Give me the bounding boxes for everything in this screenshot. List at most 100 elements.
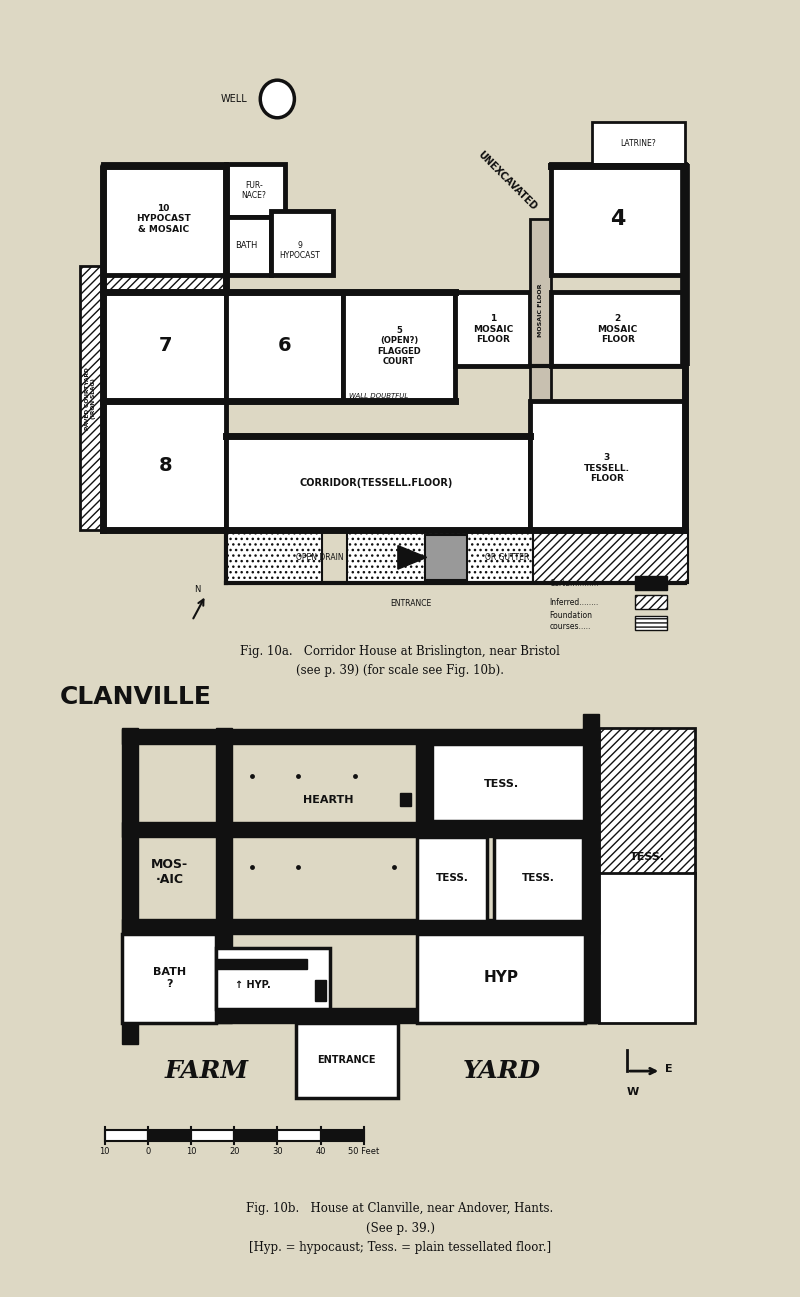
Bar: [226, 436, 530, 530]
Text: 6: 6: [278, 336, 292, 355]
Text: LATRINE?: LATRINE?: [620, 139, 656, 148]
Text: BATH: BATH: [235, 241, 258, 250]
Bar: [148, 1130, 191, 1141]
Text: MOSAIC FLOOR: MOSAIC FLOOR: [538, 284, 543, 337]
Text: N: N: [194, 585, 201, 594]
Bar: [271, 210, 333, 275]
Bar: [551, 163, 685, 275]
Bar: [122, 1008, 598, 1023]
Bar: [122, 728, 138, 1023]
Text: Foundation
courses.....: Foundation courses.....: [550, 611, 592, 630]
Bar: [551, 292, 685, 366]
Bar: [592, 122, 685, 163]
Text: ↑ HYP.: ↑ HYP.: [234, 981, 270, 991]
Text: OR GUTTER: OR GUTTER: [485, 553, 529, 562]
Text: ENTRANCE: ENTRANCE: [318, 1056, 376, 1065]
Bar: [417, 934, 585, 1023]
Bar: [425, 536, 467, 580]
Text: OPEN DRAIN: OPEN DRAIN: [296, 553, 344, 562]
Bar: [534, 530, 688, 584]
Text: YARD: YARD: [463, 1060, 541, 1083]
Bar: [494, 838, 583, 921]
Text: HYP: HYP: [483, 970, 518, 986]
Text: WELL: WELL: [220, 93, 247, 104]
Text: 5
(OPEN?)
FLAGGED
COURT: 5 (OPEN?) FLAGGED COURT: [377, 326, 421, 366]
Bar: [417, 744, 585, 821]
Text: 1
MOSAIC
FLOOR: 1 MOSAIC FLOOR: [473, 314, 513, 344]
Text: Inferred........: Inferred........: [550, 598, 598, 607]
Text: ENTRANCE: ENTRANCE: [390, 599, 431, 608]
Bar: [105, 1130, 148, 1141]
Text: WALL DOUBTFUL: WALL DOUBTFUL: [349, 393, 408, 398]
Text: (see p. 39) (for scale see Fig. 10b).: (see p. 39) (for scale see Fig. 10b).: [296, 664, 504, 677]
Text: CLANVILLE: CLANVILLE: [59, 685, 211, 709]
Bar: [400, 794, 411, 807]
Text: 50 Feet: 50 Feet: [348, 1148, 379, 1156]
Bar: [216, 948, 330, 1009]
Text: HEARTH: HEARTH: [303, 795, 354, 805]
Bar: [191, 1130, 234, 1141]
Text: 8: 8: [158, 457, 172, 475]
Bar: [103, 275, 226, 292]
Text: 10: 10: [99, 1148, 110, 1156]
Bar: [122, 729, 598, 744]
Text: 20: 20: [229, 1148, 239, 1156]
Text: 40: 40: [315, 1148, 326, 1156]
Bar: [234, 1130, 278, 1141]
Bar: [634, 576, 666, 590]
Text: Certain.........: Certain.........: [550, 578, 599, 588]
Bar: [103, 401, 226, 530]
Text: 10: 10: [186, 1148, 196, 1156]
Bar: [598, 728, 695, 878]
Bar: [417, 838, 487, 921]
Bar: [295, 1023, 398, 1097]
Text: FARM: FARM: [165, 1060, 249, 1083]
Bar: [583, 715, 598, 934]
Text: 4: 4: [610, 209, 626, 228]
Text: FLUE: FLUE: [102, 340, 107, 357]
Bar: [226, 163, 285, 217]
Bar: [122, 1023, 138, 1044]
Bar: [634, 595, 666, 610]
Text: 0: 0: [146, 1148, 150, 1156]
Bar: [343, 292, 455, 401]
Text: TESS.: TESS.: [483, 778, 518, 789]
Text: (See p. 39.): (See p. 39.): [366, 1222, 434, 1235]
Bar: [598, 873, 695, 1023]
Bar: [103, 292, 226, 401]
Text: TESS.: TESS.: [436, 873, 469, 883]
Bar: [80, 266, 103, 530]
Bar: [278, 1130, 321, 1141]
Bar: [455, 292, 530, 366]
Text: 9
HYPOCAST: 9 HYPOCAST: [279, 241, 320, 261]
Bar: [583, 728, 598, 1023]
Bar: [122, 918, 598, 934]
Text: 7: 7: [158, 336, 172, 355]
Text: 2
MOSAIC
FLOOR: 2 MOSAIC FLOOR: [598, 314, 638, 344]
Bar: [226, 530, 322, 584]
Bar: [530, 401, 685, 530]
Bar: [226, 292, 343, 401]
Bar: [530, 219, 551, 401]
Bar: [122, 822, 598, 838]
Circle shape: [260, 80, 294, 118]
Text: Fig. 10b.   House at Clanville, near Andover, Hants.: Fig. 10b. House at Clanville, near Andov…: [246, 1202, 554, 1215]
Bar: [216, 958, 307, 969]
Text: W: W: [626, 1087, 639, 1097]
Text: [Hyp. = hypocaust; Tess. = plain tessellated floor.]: [Hyp. = hypocaust; Tess. = plain tessell…: [249, 1241, 551, 1254]
Bar: [417, 744, 433, 838]
Bar: [216, 728, 232, 1023]
Text: BATH
?: BATH ?: [153, 968, 186, 988]
Text: UNEXCAVATED: UNEXCAVATED: [475, 150, 538, 213]
Text: TESS.: TESS.: [522, 873, 555, 883]
Bar: [226, 217, 271, 275]
Text: FUR-
NACE?: FUR- NACE?: [242, 182, 266, 200]
Text: E: E: [665, 1064, 672, 1074]
Polygon shape: [398, 546, 426, 569]
Bar: [315, 981, 326, 1001]
Bar: [634, 616, 666, 630]
Text: Fig. 10a.   Corridor House at Brislington, near Bristol: Fig. 10a. Corridor House at Brislington,…: [240, 645, 560, 658]
Text: TESS.: TESS.: [630, 852, 665, 861]
Text: CORRIDOR(TESSELL.FLOOR): CORRIDOR(TESSELL.FLOOR): [300, 479, 454, 489]
Text: 10
HYPOCAST
& MOSAIC: 10 HYPOCAST & MOSAIC: [136, 204, 190, 233]
